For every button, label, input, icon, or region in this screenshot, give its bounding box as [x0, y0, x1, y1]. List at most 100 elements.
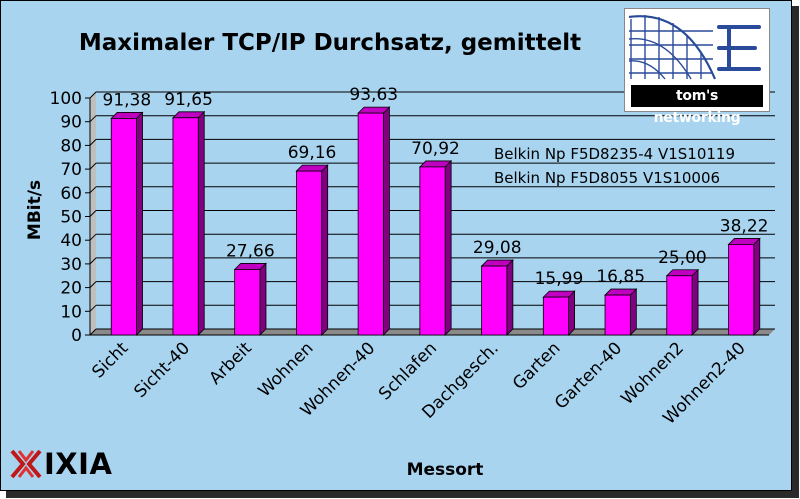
data-label: 25,00: [658, 248, 707, 268]
y-tick-label: 30: [60, 255, 82, 275]
bar: [418, 159, 453, 336]
gridline-side: [89, 304, 97, 312]
bar: [480, 259, 514, 336]
bar-front: [110, 118, 137, 336]
y-tick-labels: 0 10 20 30 40 50 60 70 80 90 100: [50, 89, 82, 346]
annotations: Belkin Np F5D8235-4 V1S10119 Belkin Np F5…: [494, 145, 735, 187]
bar-top: [110, 112, 144, 119]
bar-top: [233, 263, 267, 270]
data-label: 93,63: [349, 85, 398, 105]
x-tick-label: Garten-40: [551, 338, 626, 413]
bar-side: [136, 111, 143, 336]
annotation-label: Belkin Np F5D8235-4 V1S10119: [494, 145, 735, 163]
bar: [357, 106, 391, 336]
bar: [665, 268, 700, 336]
toms-networking-emblem: [625, 9, 769, 85]
bar-side: [506, 259, 514, 336]
bar-side: [753, 237, 761, 336]
bar-top: [171, 111, 206, 119]
data-label: 69,16: [288, 143, 337, 163]
ixia-x-emblem: [10, 449, 42, 479]
data-label: 38,22: [720, 216, 769, 236]
y-tick-label: 100: [50, 89, 82, 109]
bar-side: [444, 159, 452, 336]
bar-top: [542, 290, 576, 298]
bar-front: [172, 117, 199, 336]
data-label: 29,08: [473, 238, 522, 258]
gridline-side: [89, 162, 97, 170]
gridline-side: [89, 91, 97, 99]
bar: [171, 110, 206, 336]
bar-front: [481, 265, 508, 336]
bar-front: [419, 166, 446, 336]
bars: [110, 106, 761, 336]
y-tick-label: 40: [60, 231, 82, 251]
bar: [542, 290, 576, 336]
bar-side: [197, 110, 205, 336]
ixia-logo: IXIA: [10, 447, 132, 481]
x-tick-label: Schlafen: [375, 338, 441, 404]
y-tick-label: 0: [71, 326, 82, 346]
x-axis-label: Messort: [407, 460, 484, 480]
bar-side: [691, 268, 699, 336]
y-axis-label: MBit/s: [25, 180, 45, 240]
ixia-wordmark: IXIA: [44, 447, 113, 481]
bar-side: [321, 164, 329, 336]
x-tick-label: Sicht-40: [130, 338, 194, 402]
frame-shadow-right: [792, 6, 799, 498]
y-tick-label: 20: [60, 279, 82, 299]
gridline-side: [89, 281, 97, 288]
gridline-side: [89, 257, 97, 265]
data-label: 91,65: [164, 90, 213, 110]
gridline-side: [89, 115, 97, 123]
y-tick-label: 50: [60, 208, 82, 228]
bar-front: [357, 112, 384, 336]
bar-top: [665, 269, 700, 277]
bar-top: [727, 238, 761, 245]
y-tick-label: 80: [60, 136, 82, 156]
chart-title: Maximaler TCP/IP Durchsatz, gemittelt: [79, 30, 581, 56]
toms-networking-wordmark: tom's networking: [631, 85, 763, 126]
bar: [727, 237, 761, 336]
bar-top: [357, 106, 391, 114]
bar-side: [259, 262, 267, 336]
data-label: 27,66: [226, 241, 275, 261]
gridline-side: [89, 186, 97, 194]
gridline-side: [89, 139, 97, 146]
data-label: 15,99: [535, 269, 584, 289]
data-label: 70,92: [411, 139, 460, 159]
x-tick-label: Garten: [509, 338, 564, 393]
bar-side: [383, 106, 390, 336]
annotation-label: Belkin Np F5D8055 V1S10006: [494, 169, 720, 187]
data-label: 16,85: [596, 267, 645, 287]
bar: [295, 164, 329, 336]
bar-front: [728, 244, 755, 336]
x-tick-label: Sicht: [88, 338, 132, 382]
bar-top: [295, 164, 329, 172]
gridline-side: [89, 233, 97, 241]
bar-front: [542, 296, 570, 336]
data-label: 91,38: [103, 90, 152, 110]
toms-networking-logo: tom's networking: [624, 8, 770, 126]
bar: [233, 262, 267, 336]
bar-front: [234, 269, 261, 336]
bar-front: [604, 294, 631, 336]
y-tick-label: 60: [60, 184, 82, 204]
y-tick-label: 90: [60, 113, 82, 133]
bar: [604, 288, 638, 336]
bar-side: [629, 288, 637, 336]
bar-front: [295, 170, 323, 336]
bar-top: [604, 288, 638, 296]
bar-top: [418, 160, 453, 168]
y-tick-label: 10: [60, 302, 82, 322]
bar-front: [666, 275, 693, 336]
gridline-side: [89, 328, 97, 336]
x-tick-label: Arbeit: [205, 338, 256, 389]
gridline-side: [89, 210, 97, 217]
frame-shadow-bottom: [6, 491, 799, 498]
bar: [110, 111, 144, 336]
data-labels: 91,38 91,65 27,66 69,16 93,63 70,92 29,08 15,99…: [103, 85, 769, 289]
y-tick-label: 70: [60, 160, 82, 180]
